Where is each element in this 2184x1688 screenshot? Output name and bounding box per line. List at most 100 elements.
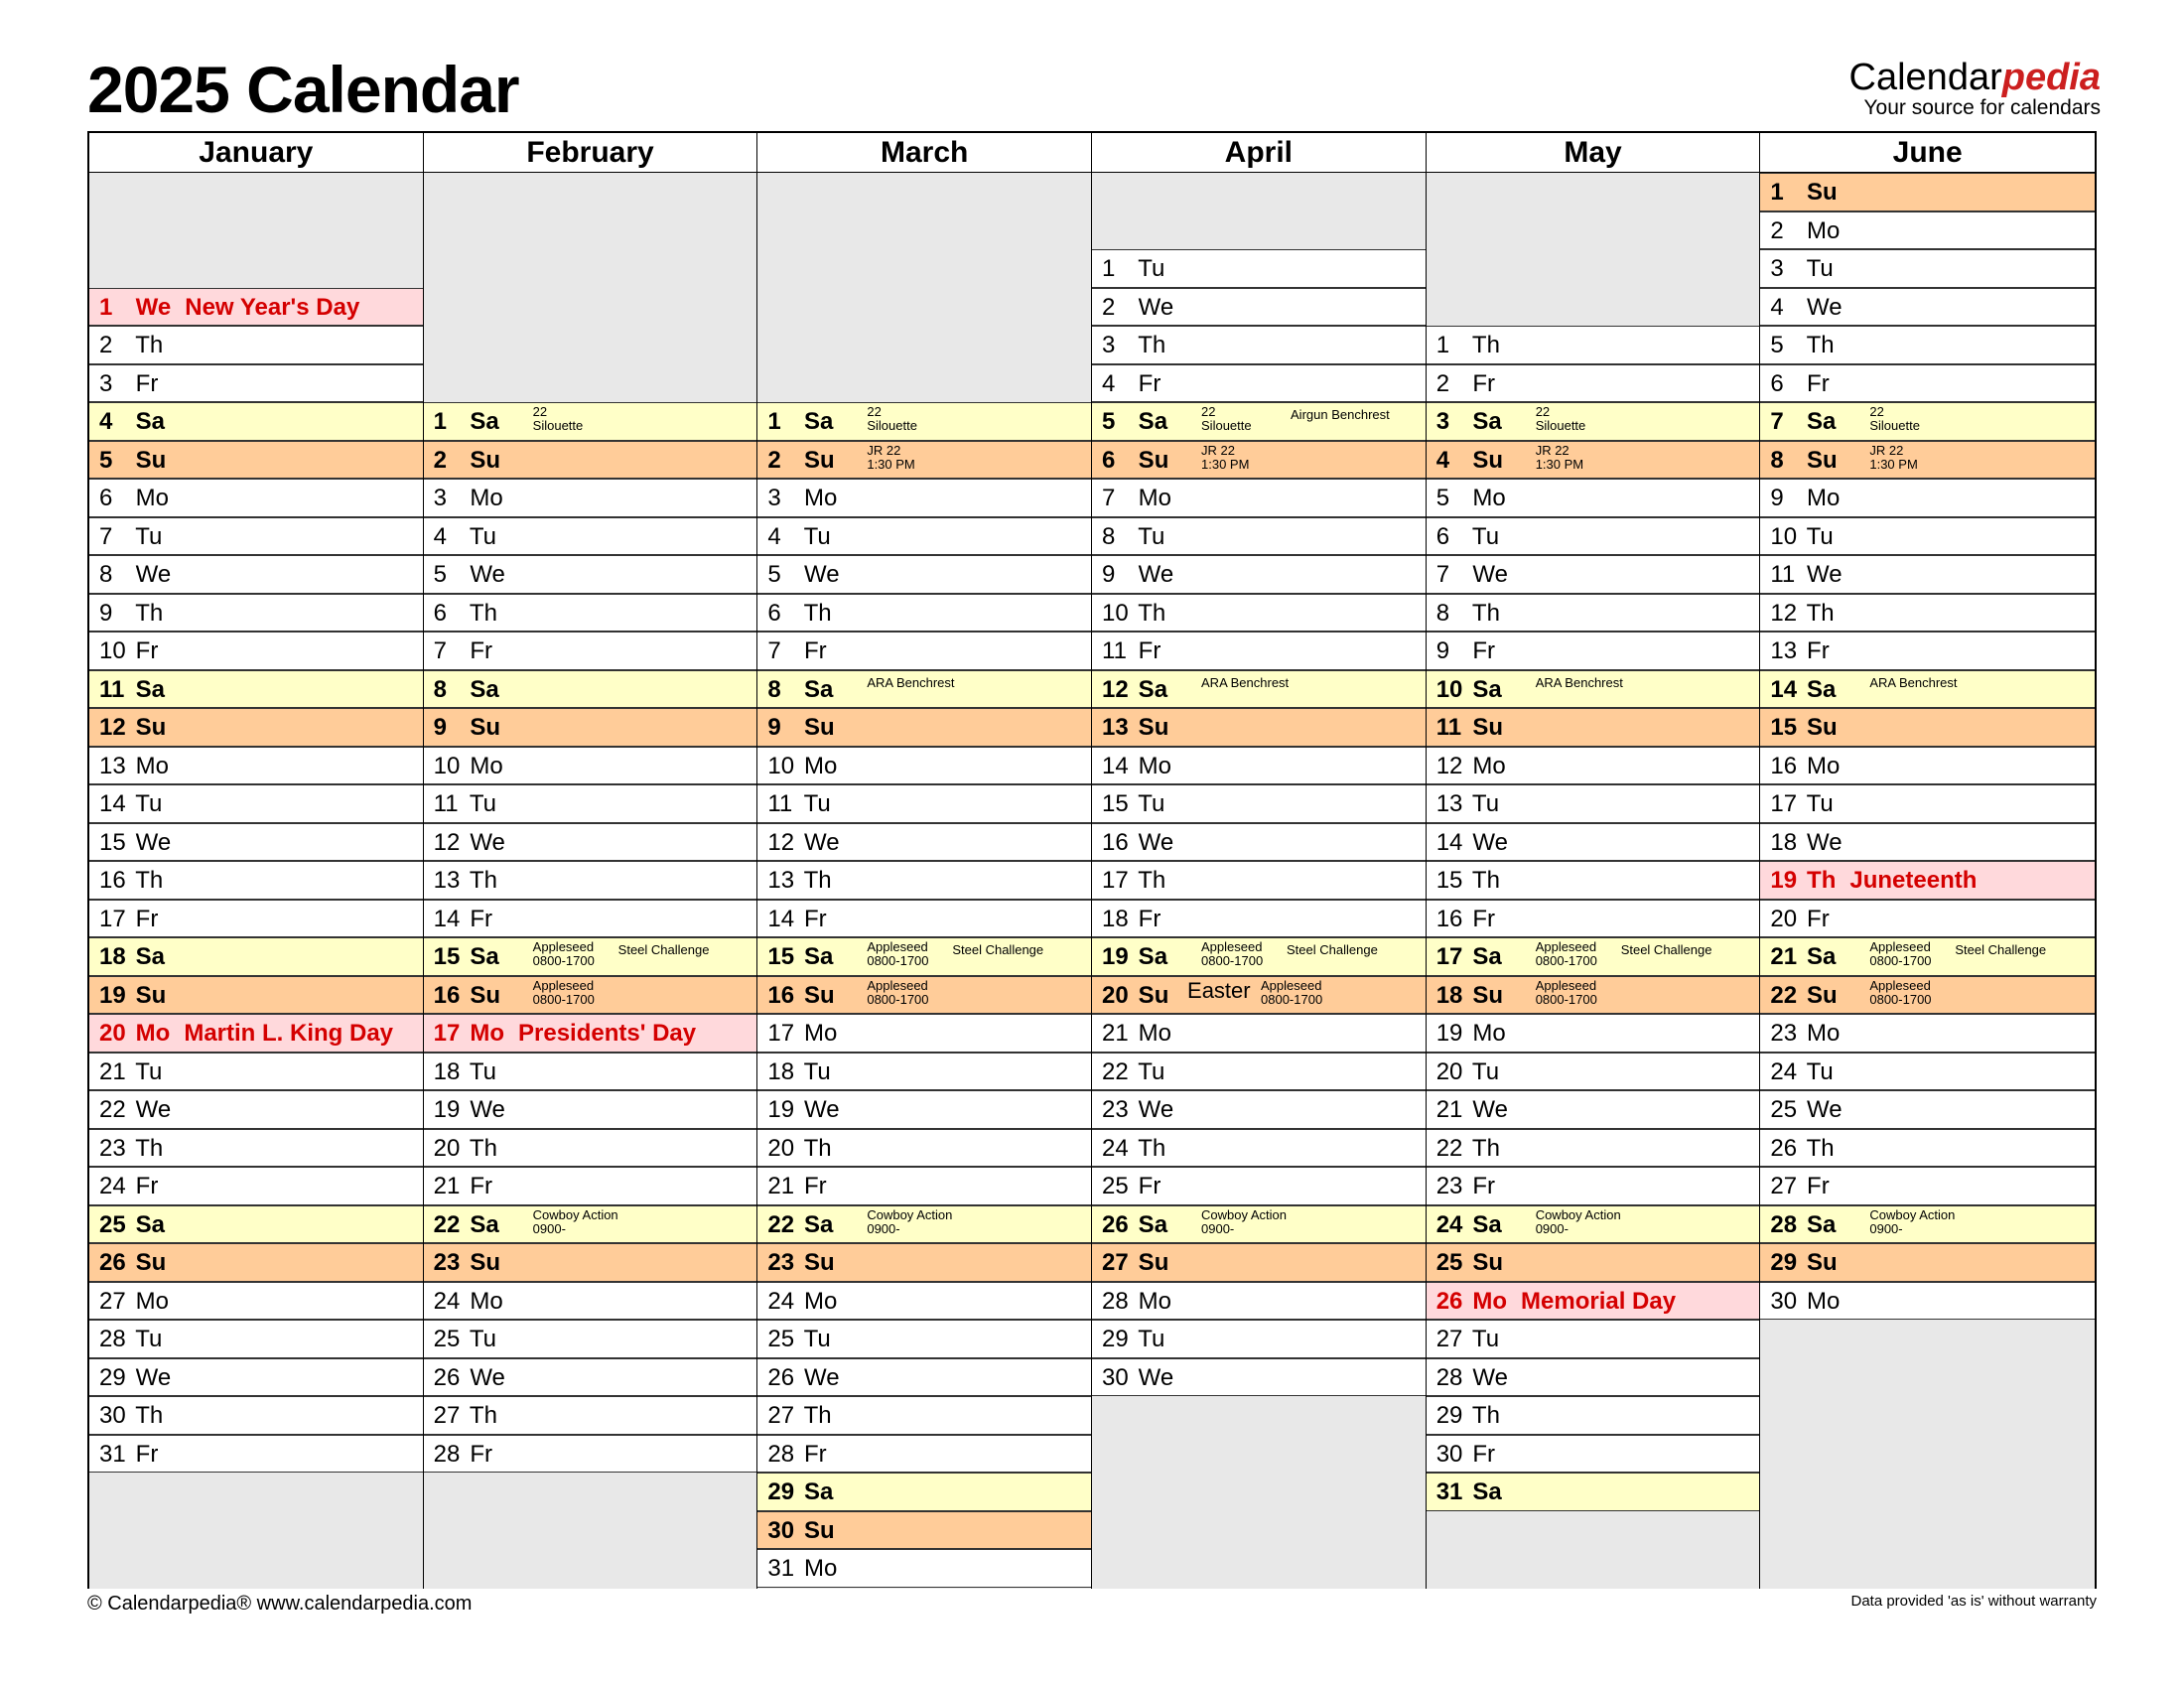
day-cell[interactable]: 2 We (1092, 287, 1426, 326)
day-cell[interactable]: 28 Tu (89, 1320, 423, 1358)
day-cell[interactable]: 15 We (89, 822, 423, 861)
day-cell[interactable]: 2 Su (423, 440, 757, 479)
day-cell[interactable]: 27 Th (423, 1396, 757, 1435)
day-cell[interactable]: 4 We (1760, 287, 2096, 326)
day-cell[interactable]: 25 We (1760, 1090, 2096, 1129)
day-cell[interactable]: 11 Su (1426, 708, 1760, 747)
day-cell[interactable]: 22 Su Appleseed 0800-1700 (1760, 975, 2096, 1014)
day-cell[interactable]: 3 Th (1092, 326, 1426, 364)
day-cell[interactable]: 10 Tu (1760, 516, 2096, 555)
day-cell[interactable]: 27 Tu (1426, 1320, 1760, 1358)
day-cell[interactable]: 8 Th (1426, 593, 1760, 632)
day-cell[interactable]: 27 Fr (1760, 1167, 2096, 1205)
day-cell[interactable]: 21 Fr (757, 1167, 1092, 1205)
day-cell[interactable]: 18 Sa (89, 937, 423, 976)
day-cell[interactable]: 31 Sa (1426, 1473, 1760, 1511)
day-cell[interactable]: 9 Fr (1426, 632, 1760, 670)
day-cell[interactable]: 5 Mo (1426, 479, 1760, 517)
day-cell[interactable]: 22 Tu (1092, 1052, 1426, 1090)
day-cell[interactable]: 11 Sa (89, 669, 423, 708)
day-cell[interactable]: 4 Su JR 22 1:30 PM (1426, 440, 1760, 479)
day-cell[interactable]: 9 Mo (1760, 479, 2096, 517)
day-cell[interactable]: 17 Tu (1760, 784, 2096, 823)
day-cell[interactable]: 4 Sa (89, 402, 423, 441)
day-cell[interactable]: 20 Tu (1426, 1052, 1760, 1090)
day-cell[interactable]: 14 Sa ARA Benchrest (1760, 669, 2096, 708)
day-cell[interactable]: 26 We (757, 1357, 1092, 1396)
day-cell[interactable]: 15 Tu (1092, 784, 1426, 823)
day-cell[interactable]: 13 Mo (89, 746, 423, 784)
day-cell[interactable]: 14 Mo (1092, 746, 1426, 784)
day-cell[interactable]: 8 Sa (423, 669, 757, 708)
day-cell[interactable]: 10 Sa ARA Benchrest (1426, 669, 1760, 708)
day-cell[interactable]: 1 Tu (1092, 249, 1426, 288)
day-cell[interactable]: 10 Th (1092, 593, 1426, 632)
day-cell[interactable]: 23 Fr (1426, 1167, 1760, 1205)
day-cell[interactable]: 24 Sa Cowboy Action 0900- (1426, 1204, 1760, 1243)
day-cell[interactable]: 24 Th (1092, 1128, 1426, 1167)
day-cell[interactable]: 9 We (1092, 555, 1426, 594)
day-cell[interactable]: 8 Tu (1092, 516, 1426, 555)
day-cell[interactable]: 6 Tu (1426, 516, 1760, 555)
day-cell[interactable]: 18 Fr (1092, 899, 1426, 937)
day-cell[interactable]: 20 Mo Martin L. King Day (89, 1014, 423, 1053)
day-cell[interactable]: 6 Th (757, 593, 1092, 632)
day-cell[interactable]: 30 Su (757, 1510, 1092, 1549)
day-cell[interactable]: 1 Th (1426, 326, 1760, 364)
day-cell[interactable]: 2 Su JR 22 1:30 PM (757, 440, 1092, 479)
day-cell[interactable]: 12 Sa ARA Benchrest (1092, 669, 1426, 708)
day-cell[interactable]: 12 Th (1760, 593, 2096, 632)
day-cell[interactable]: 22 Sa Cowboy Action 0900- (423, 1204, 757, 1243)
day-cell[interactable]: 27 Su (1092, 1243, 1426, 1282)
day-cell[interactable]: 9 Th (89, 593, 423, 632)
day-cell[interactable]: 29 Sa (757, 1473, 1092, 1511)
day-cell[interactable]: 14 Tu (89, 784, 423, 823)
day-cell[interactable]: 16 Mo (1760, 746, 2096, 784)
day-cell[interactable]: 26 Sa Cowboy Action 0900- (1092, 1204, 1426, 1243)
day-cell[interactable]: 6 Th (423, 593, 757, 632)
day-cell[interactable]: 22 Sa Cowboy Action 0900- (757, 1204, 1092, 1243)
day-cell[interactable]: 6 Mo (89, 479, 423, 517)
day-cell[interactable]: 15 Su (1760, 708, 2096, 747)
day-cell[interactable]: 10 Mo (757, 746, 1092, 784)
day-cell[interactable]: 25 Su (1426, 1243, 1760, 1282)
day-cell[interactable]: 21 We (1426, 1090, 1760, 1129)
day-cell[interactable]: 1 Su (1760, 173, 2096, 211)
day-cell[interactable]: 4 Fr (1092, 363, 1426, 402)
day-cell[interactable]: 30 Fr (1426, 1434, 1760, 1473)
day-cell[interactable]: 29 We (89, 1357, 423, 1396)
day-cell[interactable]: 5 We (757, 555, 1092, 594)
day-cell[interactable]: 17 Mo Presidents' Day (423, 1014, 757, 1053)
day-cell[interactable]: 30 Mo (1760, 1281, 2096, 1320)
day-cell[interactable]: 1 Sa 22 Silouette (757, 402, 1092, 441)
day-cell[interactable]: 10 Mo (423, 746, 757, 784)
day-cell[interactable]: 15 Th (1426, 861, 1760, 900)
day-cell[interactable]: 28 We (1426, 1357, 1760, 1396)
day-cell[interactable]: 3 Fr (89, 363, 423, 402)
day-cell[interactable]: 7 Tu (89, 516, 423, 555)
day-cell[interactable]: 11 Tu (757, 784, 1092, 823)
day-cell[interactable]: 26 Mo Memorial Day (1426, 1281, 1760, 1320)
day-cell[interactable]: 24 Tu (1760, 1052, 2096, 1090)
day-cell[interactable]: 25 Tu (757, 1320, 1092, 1358)
day-cell[interactable]: 16 We (1092, 822, 1426, 861)
day-cell[interactable]: 24 Fr (89, 1167, 423, 1205)
day-cell[interactable]: 2 Mo (1760, 211, 2096, 249)
day-cell[interactable]: 3 Mo (757, 479, 1092, 517)
day-cell[interactable]: 13 Th (423, 861, 757, 900)
day-cell[interactable]: 29 Th (1426, 1396, 1760, 1435)
day-cell[interactable]: 25 Fr (1092, 1167, 1426, 1205)
day-cell[interactable]: 15 Sa Appleseed 0800-1700 Steel Challenge (757, 937, 1092, 976)
day-cell[interactable]: 19 Mo (1426, 1014, 1760, 1053)
day-cell[interactable]: 17 Mo (757, 1014, 1092, 1053)
day-cell[interactable]: 23 Mo (1760, 1014, 2096, 1053)
day-cell[interactable]: 25 Tu (423, 1320, 757, 1358)
day-cell[interactable]: 5 We (423, 555, 757, 594)
day-cell[interactable]: 8 Su JR 22 1:30 PM (1760, 440, 2096, 479)
day-cell[interactable]: 8 We (89, 555, 423, 594)
day-cell[interactable]: 26 Su (89, 1243, 423, 1282)
day-cell[interactable]: 6 Su JR 22 1:30 PM (1092, 440, 1426, 479)
day-cell[interactable]: 31 Fr (89, 1434, 423, 1473)
day-cell[interactable]: 11 We (1760, 555, 2096, 594)
day-cell[interactable]: 28 Sa Cowboy Action 0900- (1760, 1204, 2096, 1243)
